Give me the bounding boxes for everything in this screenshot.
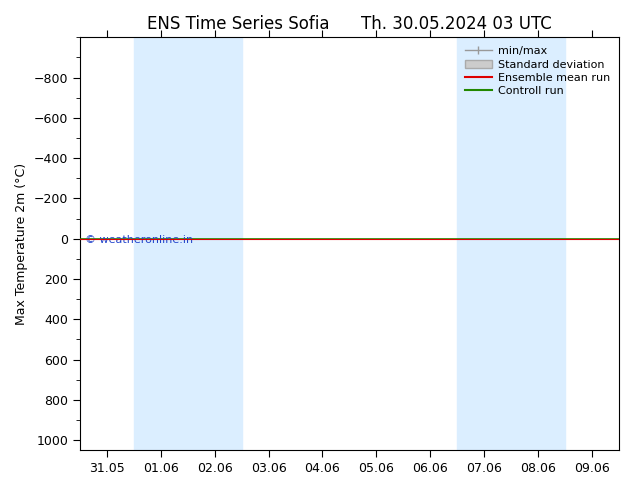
Bar	[134, 37, 242, 450]
Y-axis label: Max Temperature 2m (°C): Max Temperature 2m (°C)	[15, 163, 28, 325]
Title: ENS Time Series Sofia      Th. 30.05.2024 03 UTC: ENS Time Series Sofia Th. 30.05.2024 03 …	[147, 15, 552, 33]
Text: © weatheronline.in: © weatheronline.in	[85, 235, 193, 245]
Bar	[457, 37, 565, 450]
Legend: min/max, Standard deviation, Ensemble mean run, Controll run: min/max, Standard deviation, Ensemble me…	[460, 42, 614, 100]
